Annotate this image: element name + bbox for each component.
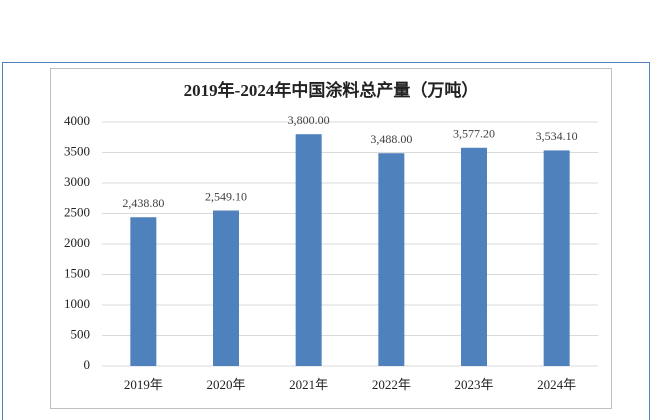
y-tick-label: 0 xyxy=(84,357,91,372)
bar xyxy=(130,217,157,366)
y-tick-label: 1500 xyxy=(64,265,90,280)
x-tick-label: 2022年 xyxy=(372,377,411,392)
y-tick-label: 4000 xyxy=(64,113,90,128)
value-label: 3,800.00 xyxy=(288,113,330,127)
x-tick-label: 2023年 xyxy=(454,377,493,392)
value-label: 3,488.00 xyxy=(370,132,412,146)
x-tick-label: 2020年 xyxy=(206,377,245,392)
y-tick-label: 1000 xyxy=(64,296,90,311)
y-tick-label: 2000 xyxy=(64,235,90,250)
bar xyxy=(213,210,239,366)
bar xyxy=(543,150,570,366)
value-label: 2,549.10 xyxy=(205,189,247,203)
bar xyxy=(295,134,322,366)
chart-title: 2019年-2024年中国涂料总产量（万吨） xyxy=(184,80,479,100)
bar xyxy=(461,147,487,366)
value-label: 2,438.80 xyxy=(122,196,164,210)
value-label: 3,577.20 xyxy=(453,127,495,141)
x-tick-label: 2019年 xyxy=(124,377,163,392)
bar xyxy=(378,153,405,366)
y-tick-label: 3500 xyxy=(64,143,90,158)
x-tick-label: 2024年 xyxy=(537,377,576,392)
y-tick-label: 2500 xyxy=(64,204,90,219)
value-label: 3,534.10 xyxy=(536,129,578,143)
y-tick-label: 500 xyxy=(71,326,91,341)
x-tick-label: 2021年 xyxy=(289,377,328,392)
y-tick-label: 3000 xyxy=(64,174,90,189)
outer-frame xyxy=(2,62,650,420)
